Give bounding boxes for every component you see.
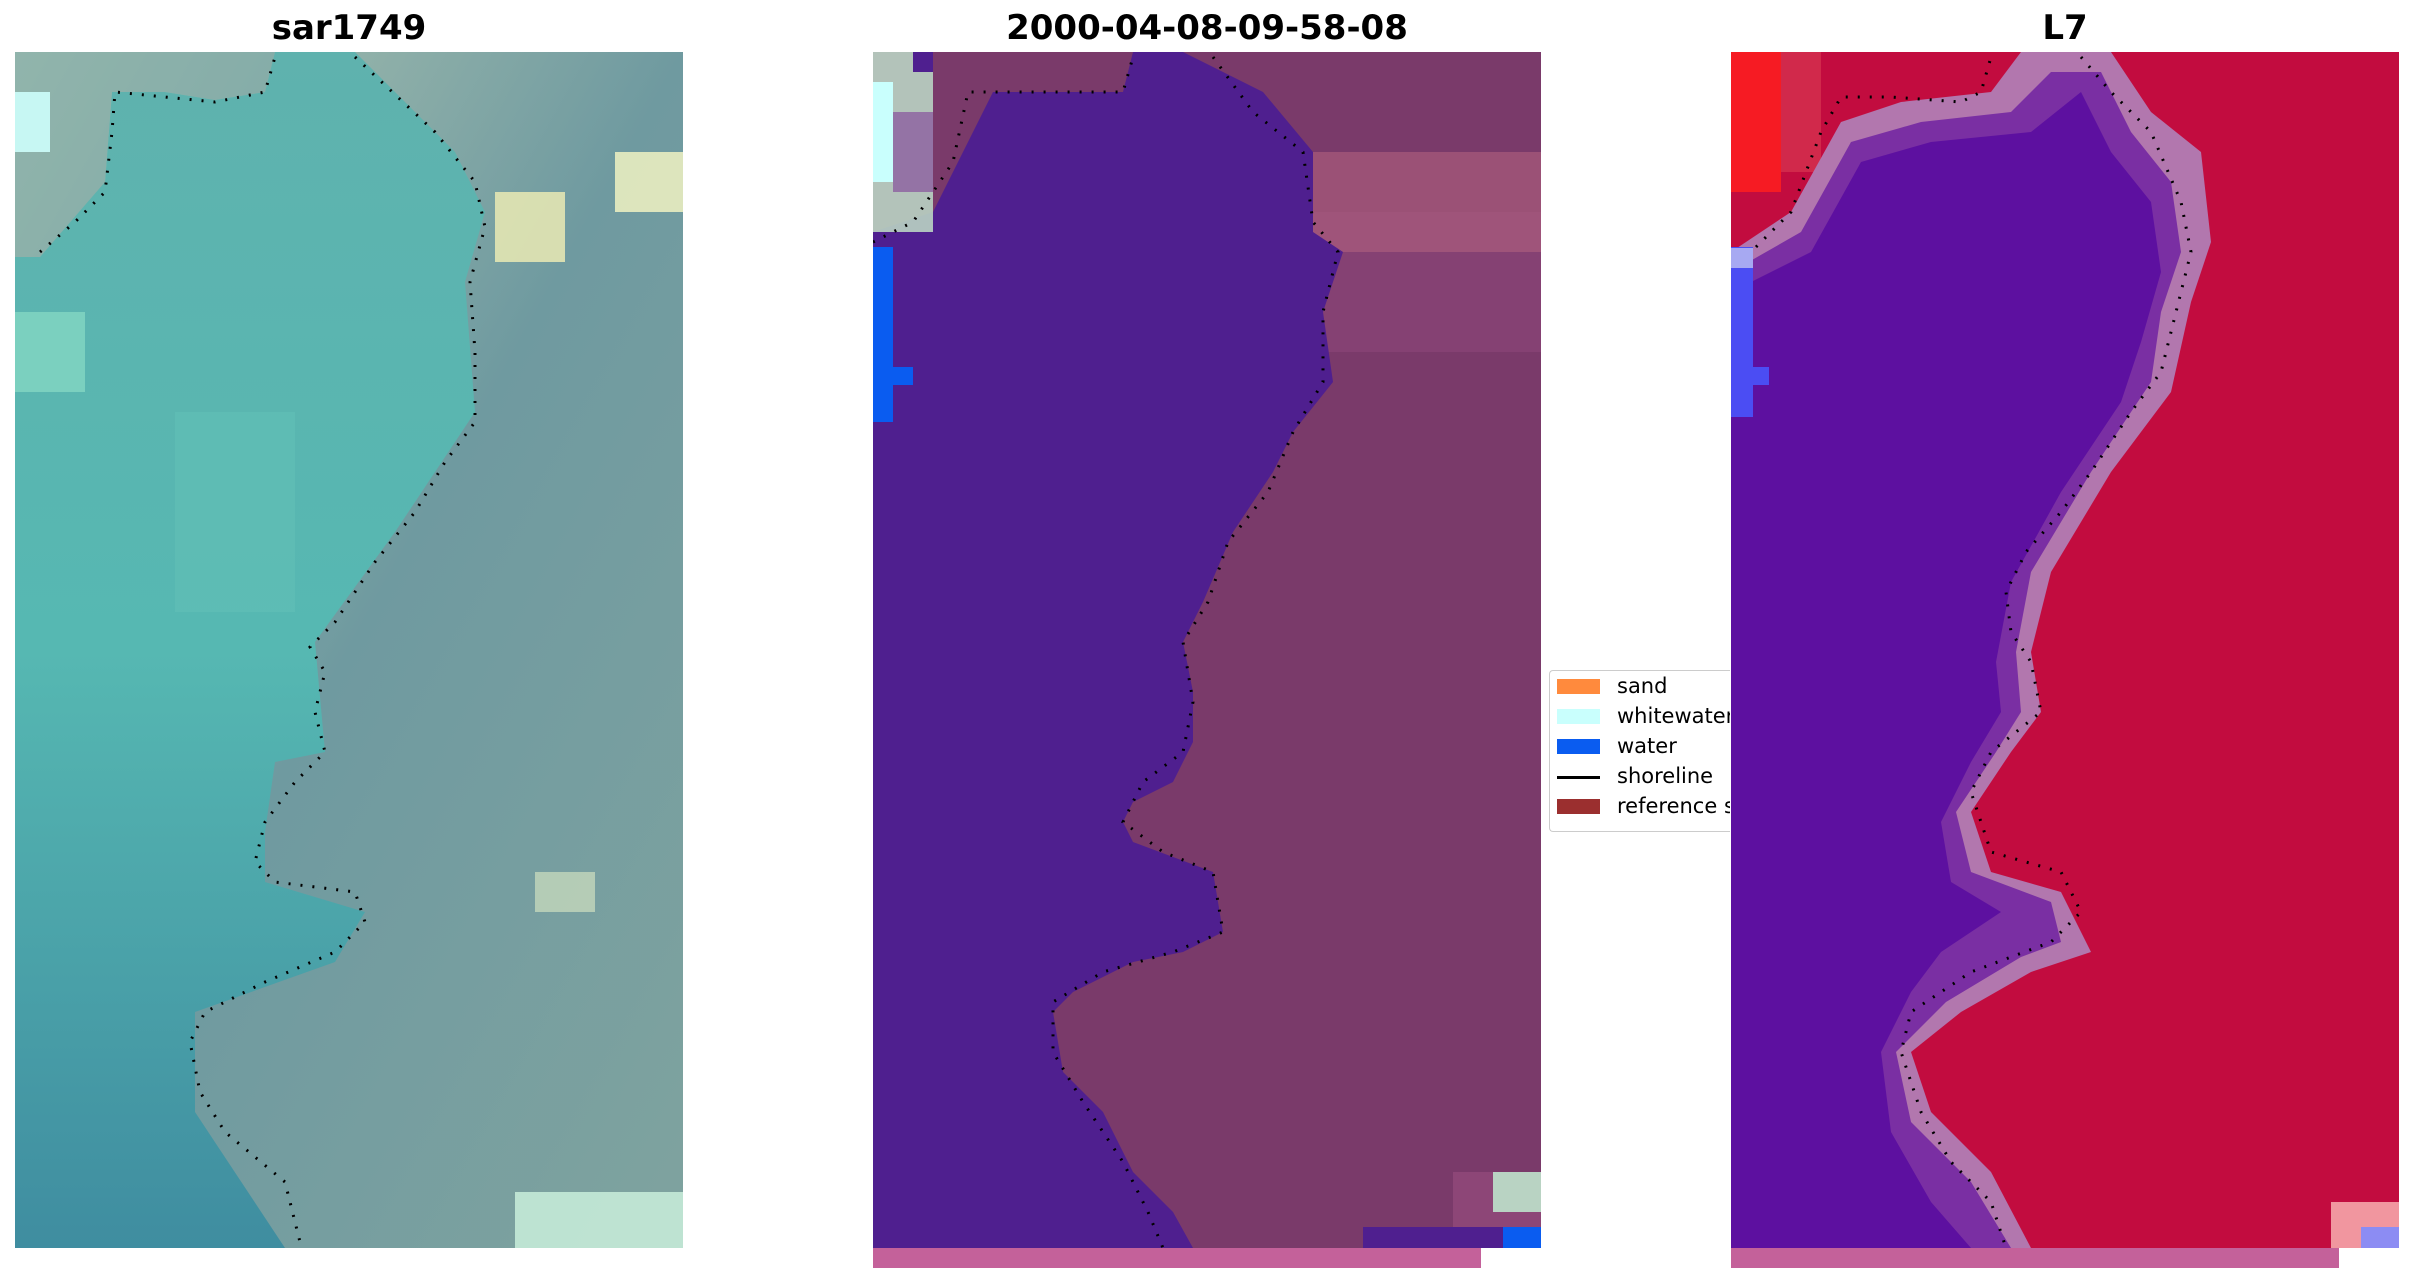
legend-label-whitewater: whitewater bbox=[1617, 704, 1730, 728]
legend-item-whitewater: whitewater bbox=[1550, 701, 1730, 731]
legend-label-shoreline: shoreline bbox=[1617, 764, 1714, 788]
legend-swatch-reference bbox=[1557, 799, 1600, 814]
classification-bottom-strip bbox=[873, 1248, 1481, 1268]
legend-item-shoreline: shoreline bbox=[1550, 761, 1730, 791]
legend-line-shoreline bbox=[1557, 776, 1600, 779]
rgb-image-panel bbox=[15, 52, 683, 1248]
legend-swatch-water bbox=[1557, 739, 1600, 754]
mndwi-bottom-strip bbox=[1731, 1248, 2339, 1268]
title-classification: 2000-04-08-09-58-08 bbox=[1006, 8, 1408, 48]
mndwi-panel bbox=[1731, 52, 2399, 1248]
legend-swatch-sand bbox=[1557, 679, 1600, 694]
classification-image bbox=[873, 52, 1541, 1248]
legend: sand whitewater water shoreline referenc… bbox=[1549, 670, 1730, 832]
mndwi-image bbox=[1731, 52, 2399, 1248]
legend-item-water: water bbox=[1550, 731, 1730, 761]
rgb-image bbox=[15, 52, 683, 1248]
legend-item-sand: sand bbox=[1550, 671, 1730, 701]
legend-label-sand: sand bbox=[1617, 674, 1668, 698]
legend-swatch-whitewater bbox=[1557, 709, 1600, 724]
legend-label-water: water bbox=[1617, 734, 1677, 758]
title-rgb: sar1749 bbox=[271, 8, 427, 48]
classification-panel bbox=[873, 52, 1541, 1248]
legend-item-reference: reference s bbox=[1550, 791, 1730, 821]
title-mndwi: L7 bbox=[2042, 8, 2088, 48]
legend-label-reference: reference s bbox=[1617, 794, 1730, 818]
